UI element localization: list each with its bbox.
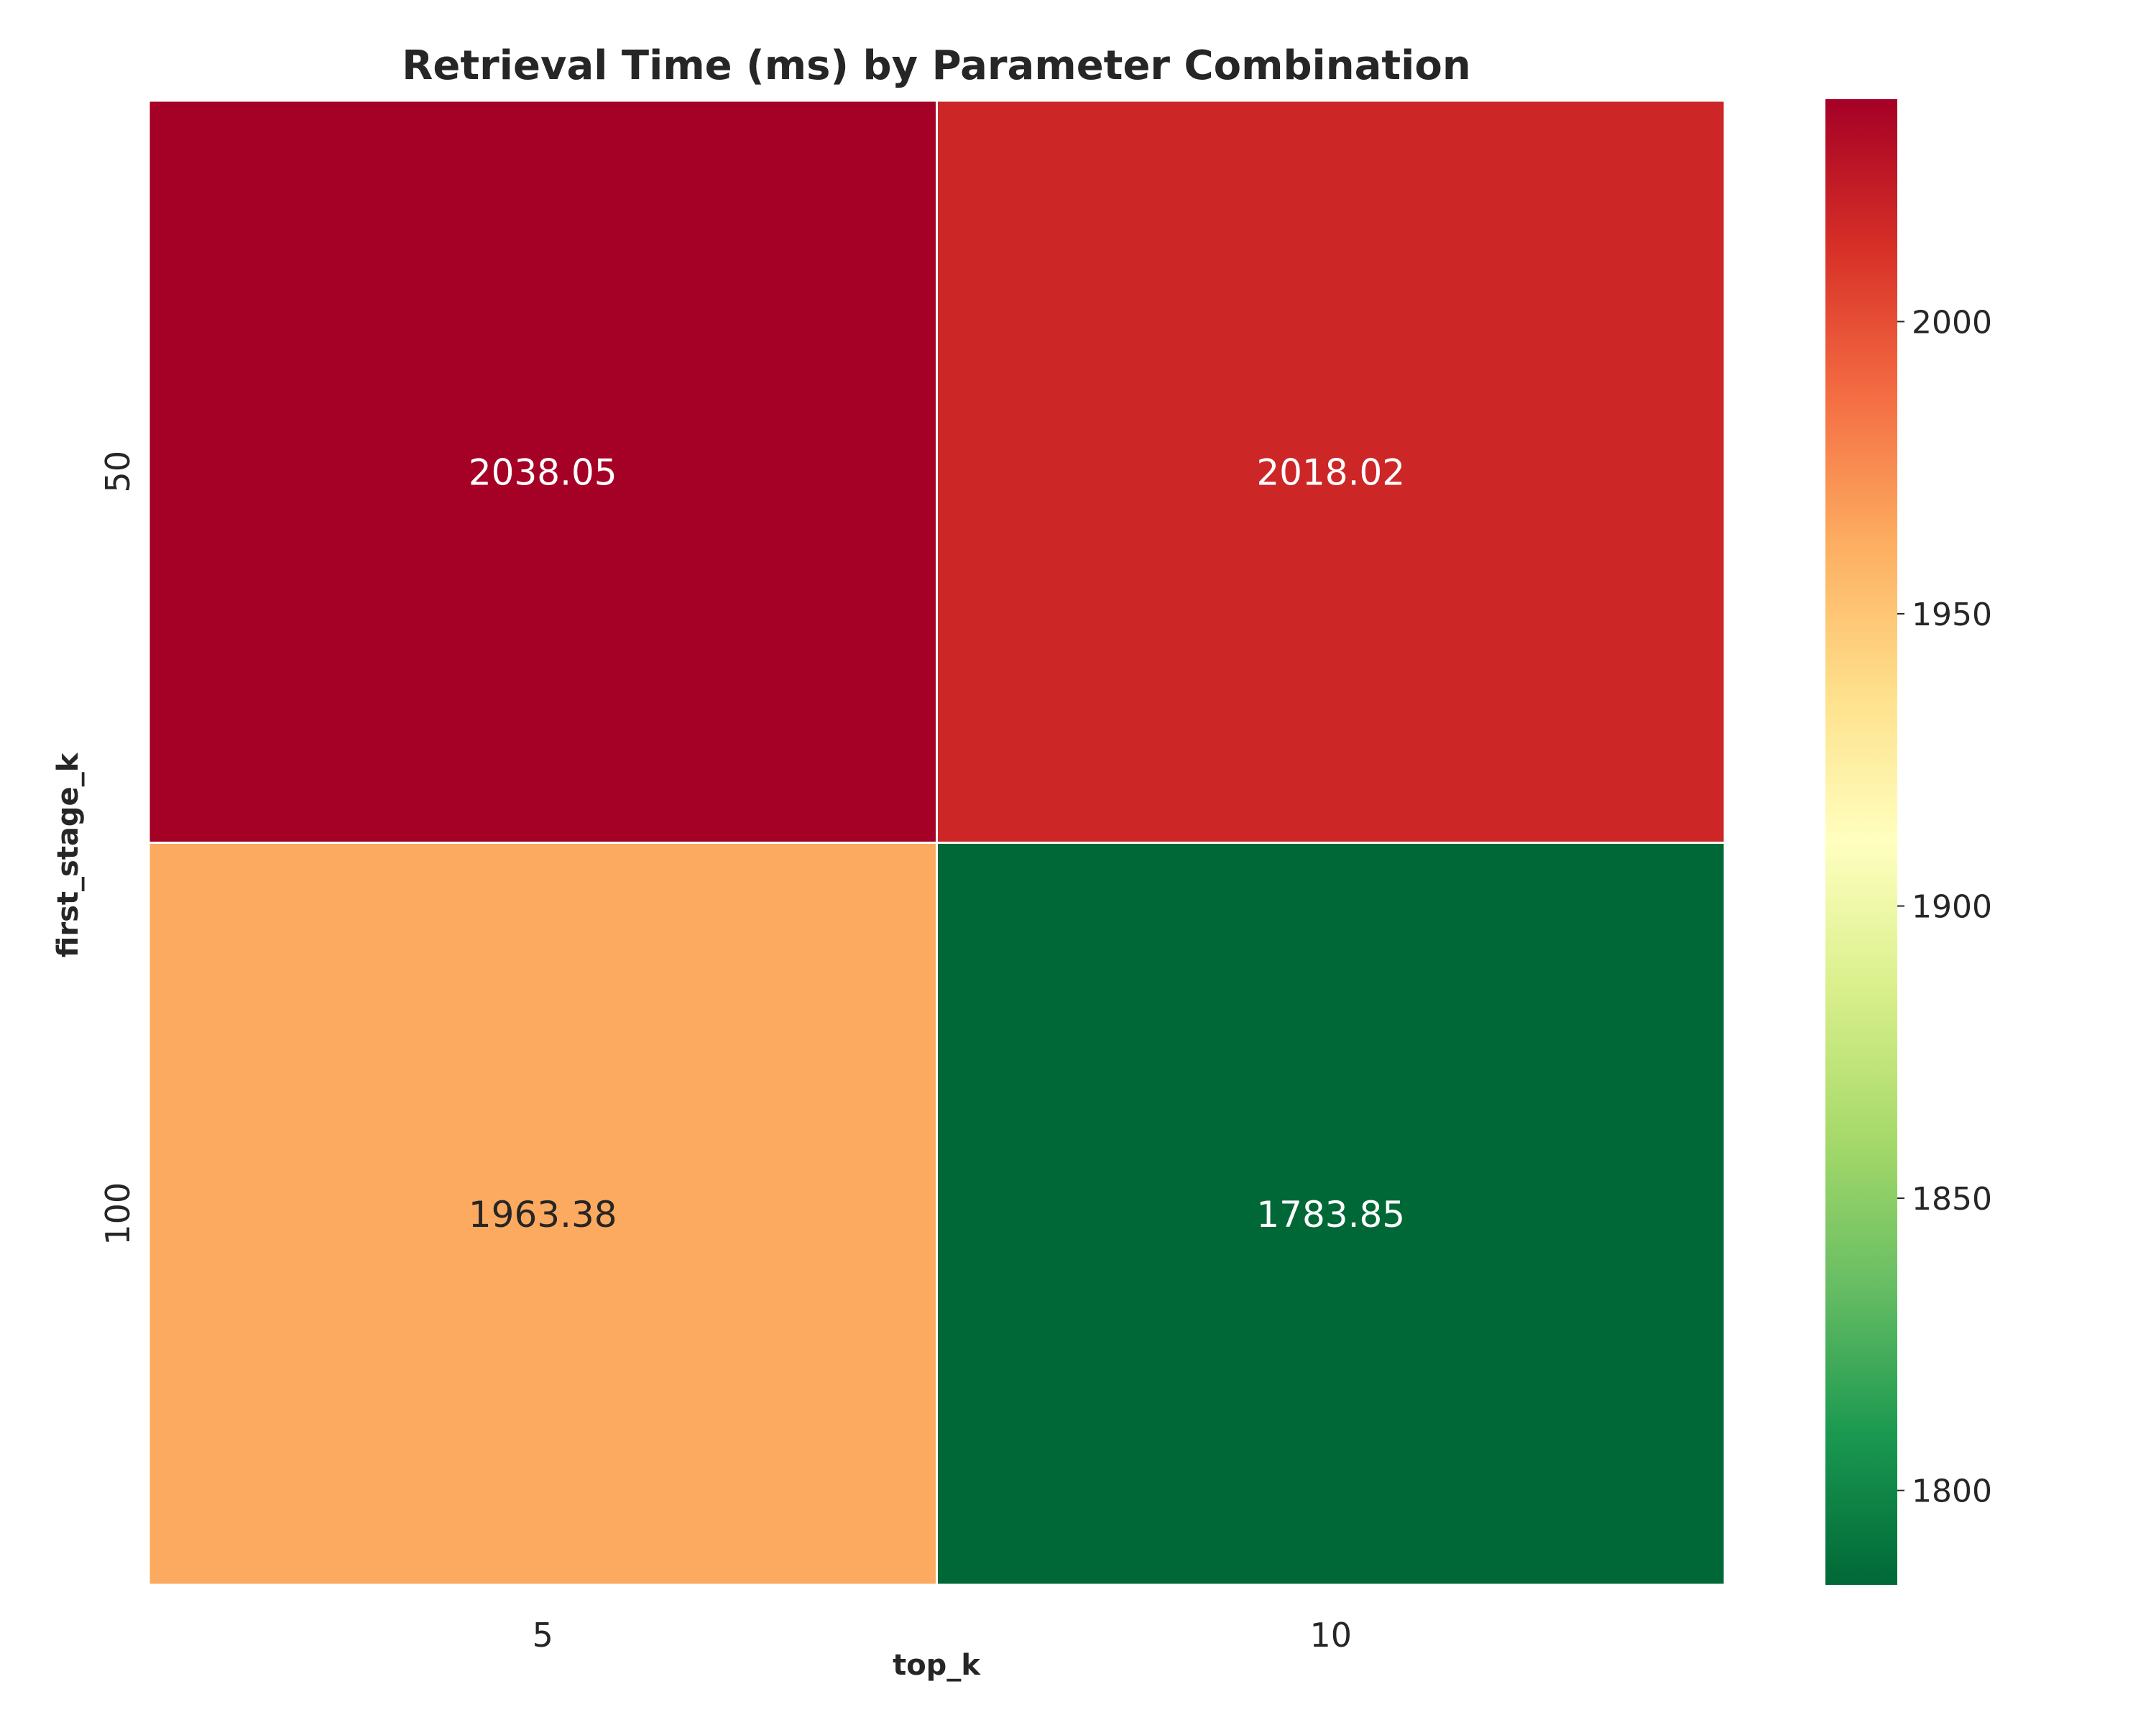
- chart-title: Retrieval Time (ms) by Parameter Combina…: [402, 42, 1470, 89]
- colorbar: [1825, 99, 1897, 1585]
- colorbar-tick-label-1900: 1900: [1912, 889, 1992, 926]
- x-tick-label-5: 5: [533, 1616, 553, 1655]
- heatmap-cells: 2038.05 2018.02 1963.38 1783.85: [147, 99, 1726, 1586]
- heatmap-cell-r0-c1: [936, 99, 1726, 844]
- heatmap-cell-r0-c0: [147, 99, 938, 844]
- cell-value-label-r1-c1: 1783.85: [1256, 1194, 1405, 1236]
- x-axis-label: top_k: [893, 1649, 981, 1682]
- y-tick-label-100: 100: [98, 1182, 137, 1246]
- colorbar-tick-label-1800: 1800: [1912, 1473, 1992, 1510]
- y-axis-ticks: 50 100: [98, 451, 137, 1246]
- cell-value-label-r0-c0: 2038.05: [469, 451, 617, 493]
- x-axis-ticks: 5 10: [533, 1616, 1352, 1655]
- heatmap-cell-r1-c1: [936, 842, 1726, 1586]
- colorbar-tick-label-1850: 1850: [1912, 1181, 1992, 1218]
- y-tick-label-50: 50: [98, 451, 137, 493]
- colorbar-tick-label-1950: 1950: [1912, 597, 1992, 633]
- colorbar-ticks: 1800 1850 1900 1950 2000: [1897, 304, 1992, 1510]
- heatmap-cell-r1-c0: [147, 842, 938, 1586]
- y-axis-label: first_stage_k: [52, 752, 85, 957]
- x-tick-label-10: 10: [1309, 1616, 1352, 1655]
- cell-value-label-r1-c0: 1963.38: [469, 1194, 617, 1236]
- colorbar-tick-label-2000: 2000: [1912, 304, 1992, 341]
- cell-value-label-r0-c1: 2018.02: [1256, 451, 1405, 493]
